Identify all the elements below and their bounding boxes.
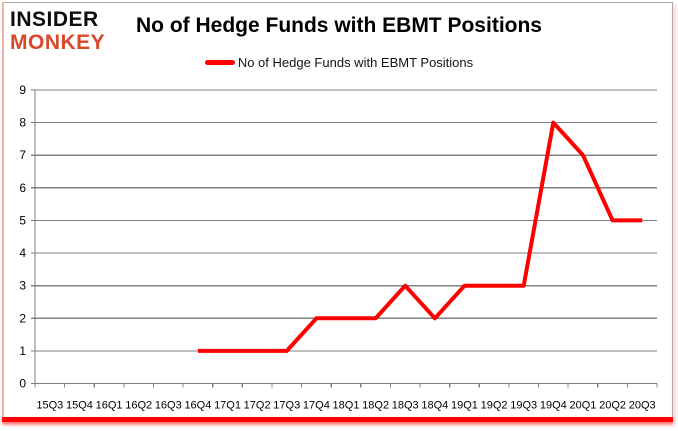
logo-line-monkey: MONKEY [10, 31, 106, 54]
svg-text:16Q3: 16Q3 [155, 400, 182, 412]
svg-text:20Q3: 20Q3 [629, 400, 656, 412]
svg-text:7: 7 [19, 148, 26, 162]
svg-text:17Q2: 17Q2 [244, 400, 271, 412]
svg-text:18Q1: 18Q1 [333, 400, 360, 412]
x-axis-ticks [34, 383, 658, 388]
svg-text:17Q1: 17Q1 [214, 400, 241, 412]
svg-text:19Q3: 19Q3 [510, 400, 537, 412]
svg-text:18Q2: 18Q2 [362, 400, 389, 412]
svg-text:19Q1: 19Q1 [451, 400, 478, 412]
frame-border-bottom-red [2, 417, 673, 422]
frame-border-top [2, 2, 672, 3]
svg-text:5: 5 [19, 213, 26, 227]
svg-text:18Q3: 18Q3 [392, 400, 419, 412]
svg-text:20Q1: 20Q1 [569, 400, 596, 412]
svg-text:17Q4: 17Q4 [303, 400, 330, 412]
y-axis-ticks [31, 89, 35, 385]
x-axis-labels: 15Q3 15Q4 16Q1 16Q2 16Q3 16Q4 17Q1 17Q2 17Q3 17Q4… [36, 400, 655, 412]
logo-line-insider: INSIDER [10, 8, 99, 31]
legend-line-swatch [204, 60, 235, 65]
svg-text:9: 9 [19, 83, 26, 97]
svg-text:16Q2: 16Q2 [125, 400, 152, 412]
svg-text:3: 3 [19, 279, 26, 293]
insider-monkey-logo: INSIDER MONKEY [10, 8, 105, 54]
svg-text:16Q1: 16Q1 [96, 400, 123, 412]
svg-text:1: 1 [19, 344, 26, 358]
svg-text:20Q2: 20Q2 [599, 400, 626, 412]
frame-border-right [672, 2, 673, 418]
series-line [197, 120, 643, 353]
svg-text:16Q4: 16Q4 [184, 400, 211, 412]
svg-text:17Q3: 17Q3 [273, 400, 300, 412]
svg-text:6: 6 [19, 181, 26, 195]
svg-text:4: 4 [19, 246, 26, 260]
svg-text:8: 8 [19, 116, 26, 130]
svg-text:19Q4: 19Q4 [540, 400, 567, 412]
frame-border-left [2, 2, 4, 417]
chart-title: No of Hedge Funds with EBMT Positions [136, 14, 542, 37]
y-axis-labels: 0 1 2 3 4 5 6 7 8 9 [19, 83, 26, 391]
legend-label: No of Hedge Funds with EBMT Positions [237, 55, 474, 70]
svg-text:18Q4: 18Q4 [421, 400, 448, 412]
svg-text:19Q2: 19Q2 [481, 400, 508, 412]
svg-text:15Q3: 15Q3 [36, 400, 63, 412]
svg-text:15Q4: 15Q4 [66, 400, 93, 412]
svg-text:2: 2 [19, 311, 26, 325]
y-gridlines [35, 89, 657, 385]
legend: No of Hedge Funds with EBMT Positions [0, 55, 678, 70]
svg-text:0: 0 [19, 377, 26, 391]
